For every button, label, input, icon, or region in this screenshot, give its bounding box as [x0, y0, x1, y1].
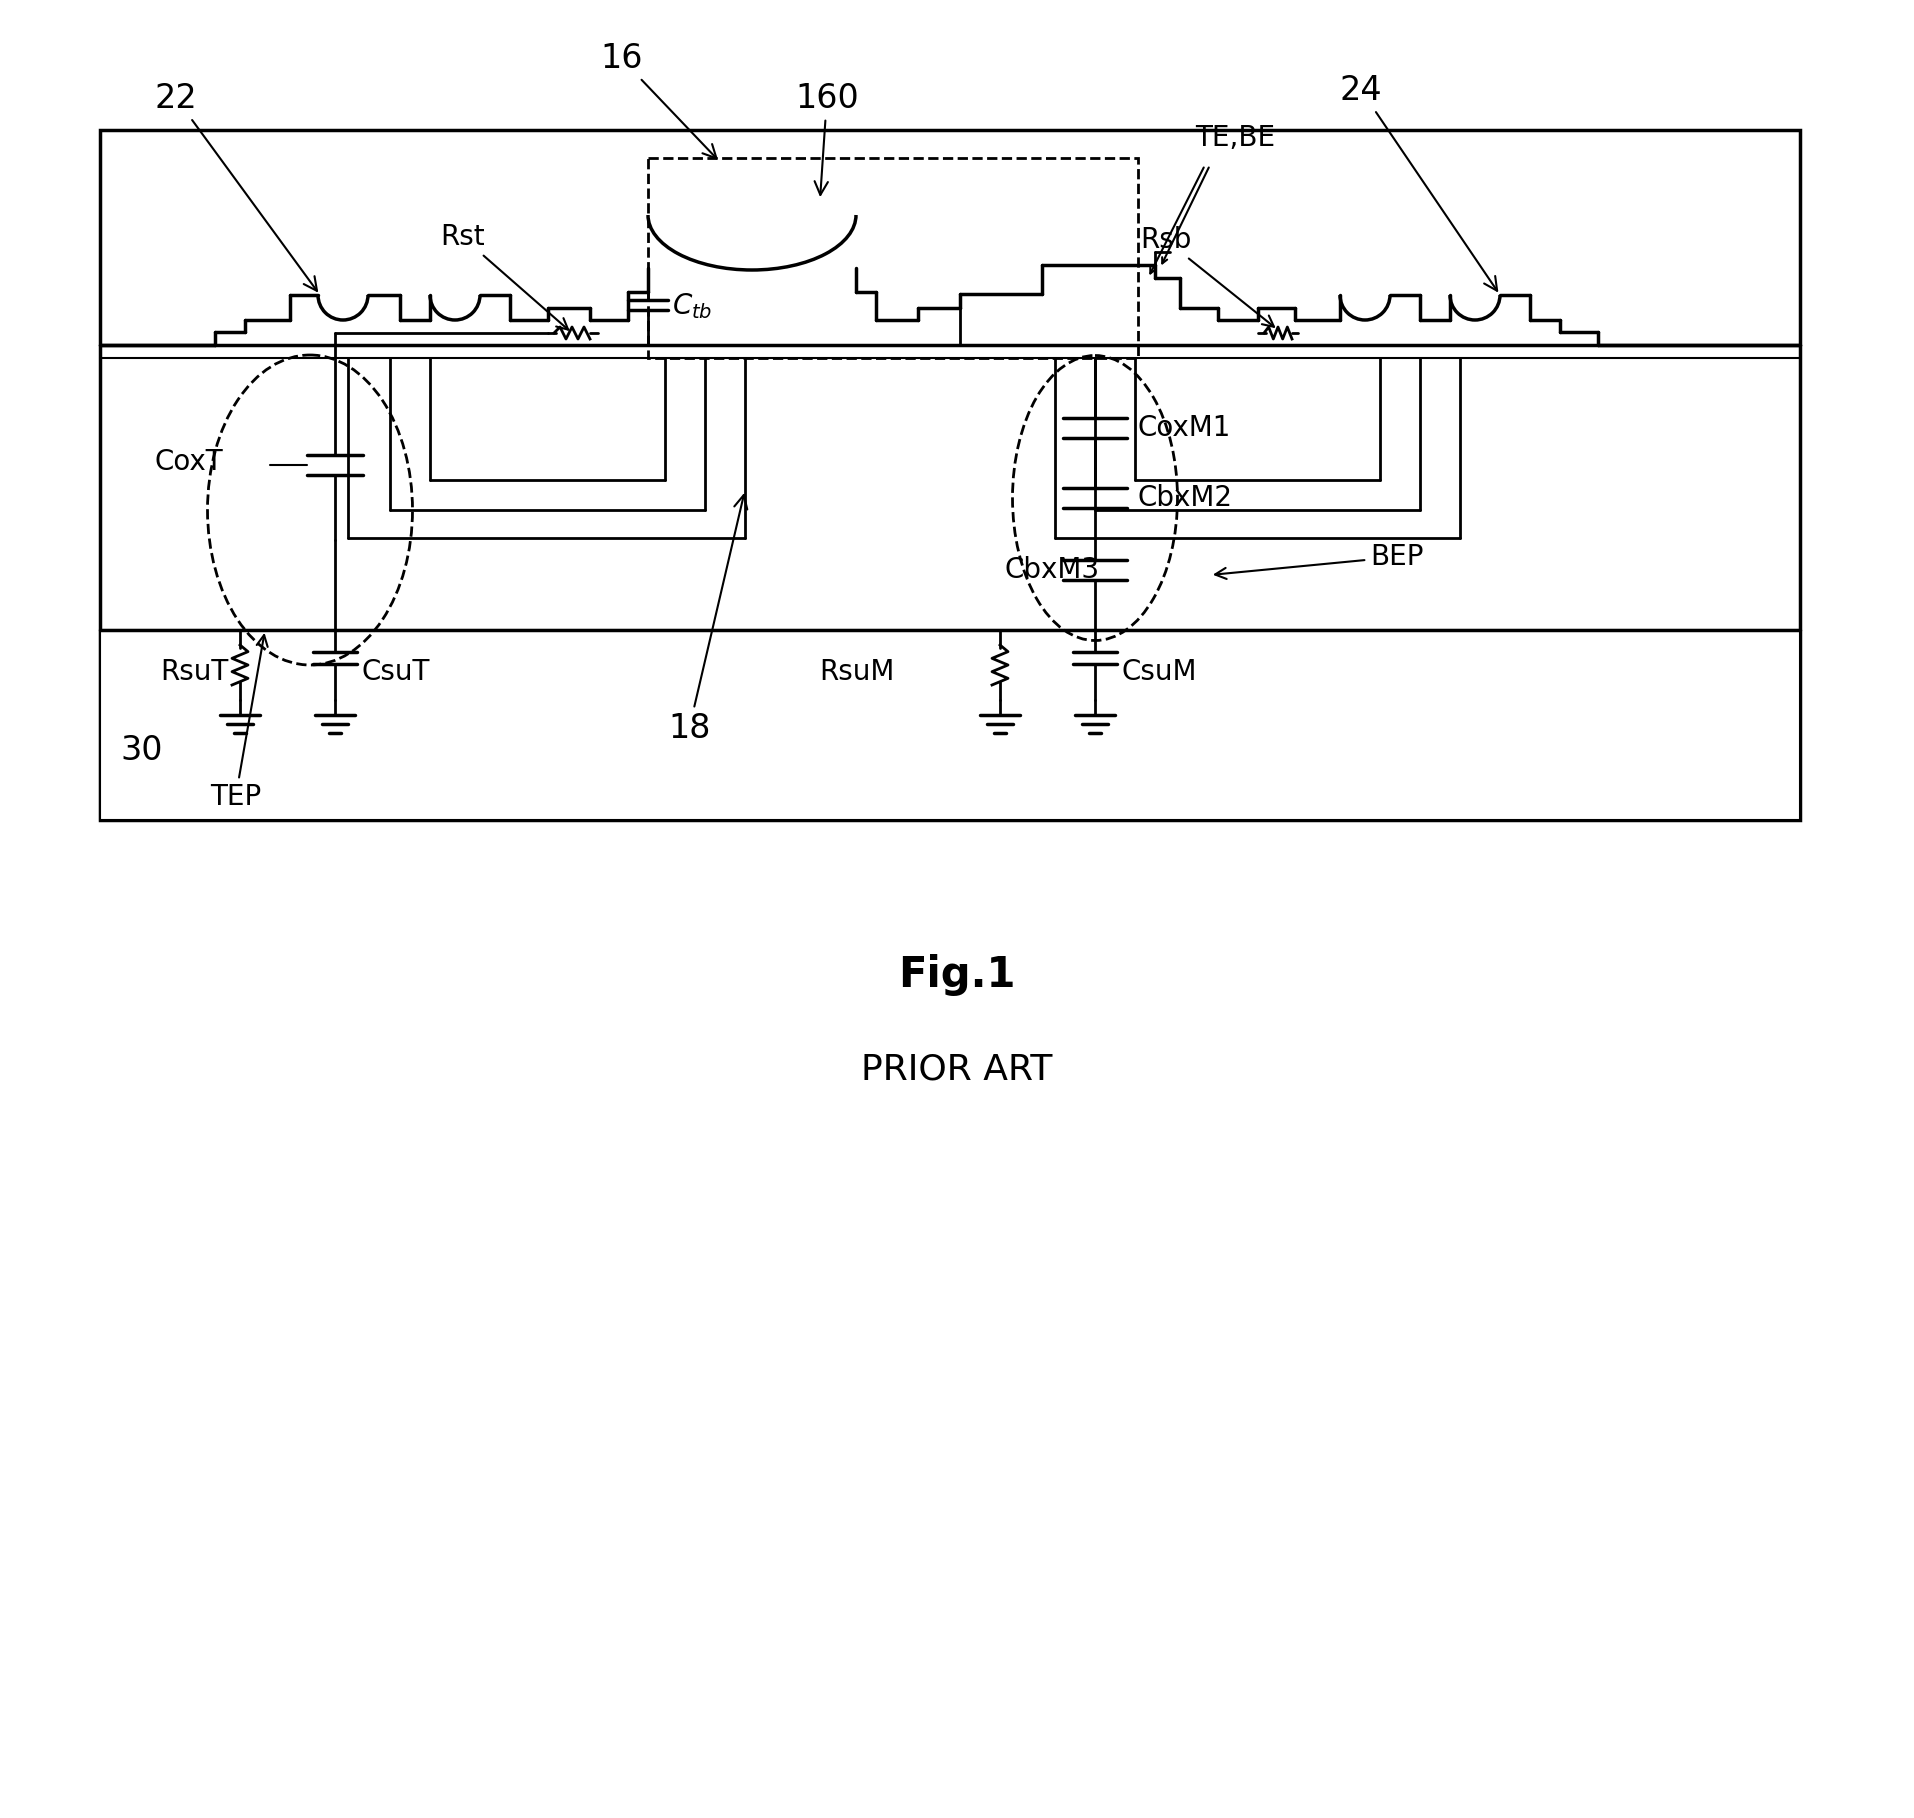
- Text: Fig.1: Fig.1: [898, 954, 1014, 996]
- Text: RsuM: RsuM: [819, 658, 894, 685]
- Text: PRIOR ART: PRIOR ART: [861, 1053, 1053, 1087]
- Text: 160: 160: [794, 82, 857, 195]
- Bar: [100, 631, 1799, 820]
- Text: CoxM1: CoxM1: [1137, 415, 1231, 442]
- Bar: [100, 131, 1799, 820]
- Text: $C_{tb}$: $C_{tb}$: [672, 291, 712, 322]
- Text: CbxM2: CbxM2: [1137, 484, 1233, 513]
- Text: 16: 16: [599, 42, 716, 158]
- Text: CsuM: CsuM: [1122, 658, 1196, 685]
- Text: 18: 18: [668, 494, 746, 745]
- Text: RsuT: RsuT: [161, 658, 228, 685]
- Text: TEP: TEP: [211, 634, 268, 811]
- Text: Rst: Rst: [440, 224, 568, 329]
- Text: TE,BE: TE,BE: [1194, 124, 1275, 153]
- Text: Rsb: Rsb: [1139, 225, 1273, 327]
- Text: CsuT: CsuT: [362, 658, 431, 685]
- Text: 24: 24: [1340, 75, 1497, 291]
- Text: BEP: BEP: [1215, 544, 1422, 578]
- Text: CoxT: CoxT: [155, 447, 224, 476]
- Text: 22: 22: [155, 82, 318, 291]
- Text: CbxM3: CbxM3: [1005, 556, 1099, 584]
- Bar: [647, 158, 1137, 358]
- Text: 30: 30: [121, 733, 163, 767]
